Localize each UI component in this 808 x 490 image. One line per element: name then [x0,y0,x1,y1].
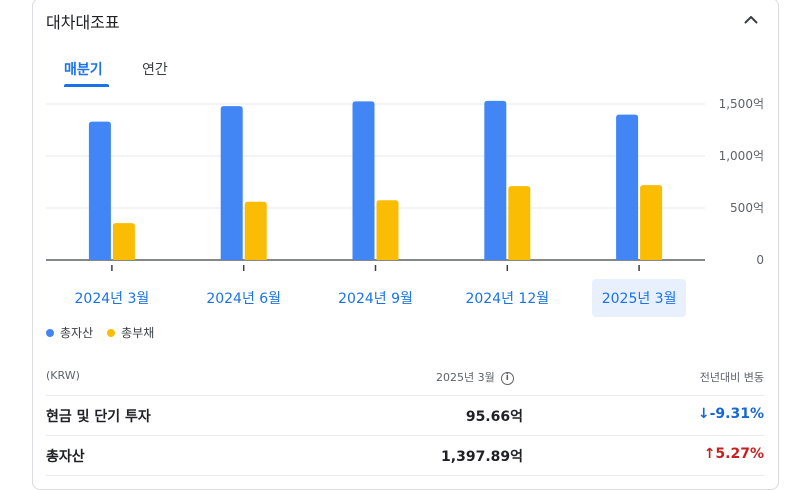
row-value-cash: 95.66억 [465,409,523,425]
y-tick-label: 1,500억 [719,97,764,111]
row-change-cash-value: -9.31% [709,406,764,422]
bar-total-liabilities[interactable] [376,200,399,260]
period-label[interactable]: 2024년 12월 [465,291,550,307]
y-tick-label: 0 [756,253,764,267]
chevron-up-icon [744,15,758,23]
bar-total-liabilities[interactable] [640,185,663,260]
legend-label: 총부채 [121,326,155,340]
arrow-up-icon: ↑ [703,446,716,462]
period-header: 2025년 3월 i [436,369,514,385]
bar-total-assets[interactable] [352,101,375,261]
bar-total-assets[interactable] [88,121,111,261]
y-tick-label: 500억 [730,201,764,215]
row-value-total-assets: 1,397.89억 [441,449,523,465]
period-label[interactable]: 2025년 3월 [592,279,687,317]
period-label[interactable]: 2024년 6월 [206,291,282,307]
info-icon[interactable]: i [500,371,514,385]
legend-item-total-liabilities: 총부채 [107,324,154,341]
tab-quarterly[interactable]: 매분기 [64,62,103,78]
row-change-total-assets: ↑5.27% [704,446,764,462]
bar-total-assets[interactable] [484,100,507,260]
divider [46,435,764,436]
tab-annual[interactable]: 연간 [142,62,168,78]
divider [46,395,764,396]
change-header: 전년대비 변동 [699,371,764,384]
divider [46,475,764,476]
legend-item-total-assets: 총자산 [46,324,93,341]
bar-total-assets[interactable] [616,114,639,260]
legend-dot [107,328,116,337]
bar-total-liabilities[interactable] [508,186,531,260]
section-title: 대차대조표 [46,13,120,32]
chart-legend: 총자산 총부채 [46,324,154,341]
row-label-cash: 현금 및 단기 투자 [46,409,151,425]
y-tick-label: 1,000억 [719,149,764,163]
bar-total-assets[interactable] [220,106,243,260]
bar-total-liabilities[interactable] [112,223,135,260]
row-change-cash: ↓-9.31% [698,406,764,422]
legend-label: 총자산 [60,326,94,340]
arrow-down-icon: ↓ [697,406,710,422]
currency-header: (KRW) [46,369,80,382]
bar-total-liabilities[interactable] [244,201,267,260]
balance-sheet-chart: 1,500억 1,000억 500억 0 [46,97,764,271]
period-label[interactable]: 2024년 3월 [74,291,150,307]
legend-dot [46,328,54,337]
period-header-label: 2025년 3월 [436,371,495,384]
active-tab-indicator [64,84,109,87]
row-change-total-assets-value: 5.27% [715,446,764,462]
period-label[interactable]: 2024년 9월 [338,291,413,307]
collapse-button[interactable] [738,6,764,32]
row-label-total-assets: 총자산 [46,449,85,465]
